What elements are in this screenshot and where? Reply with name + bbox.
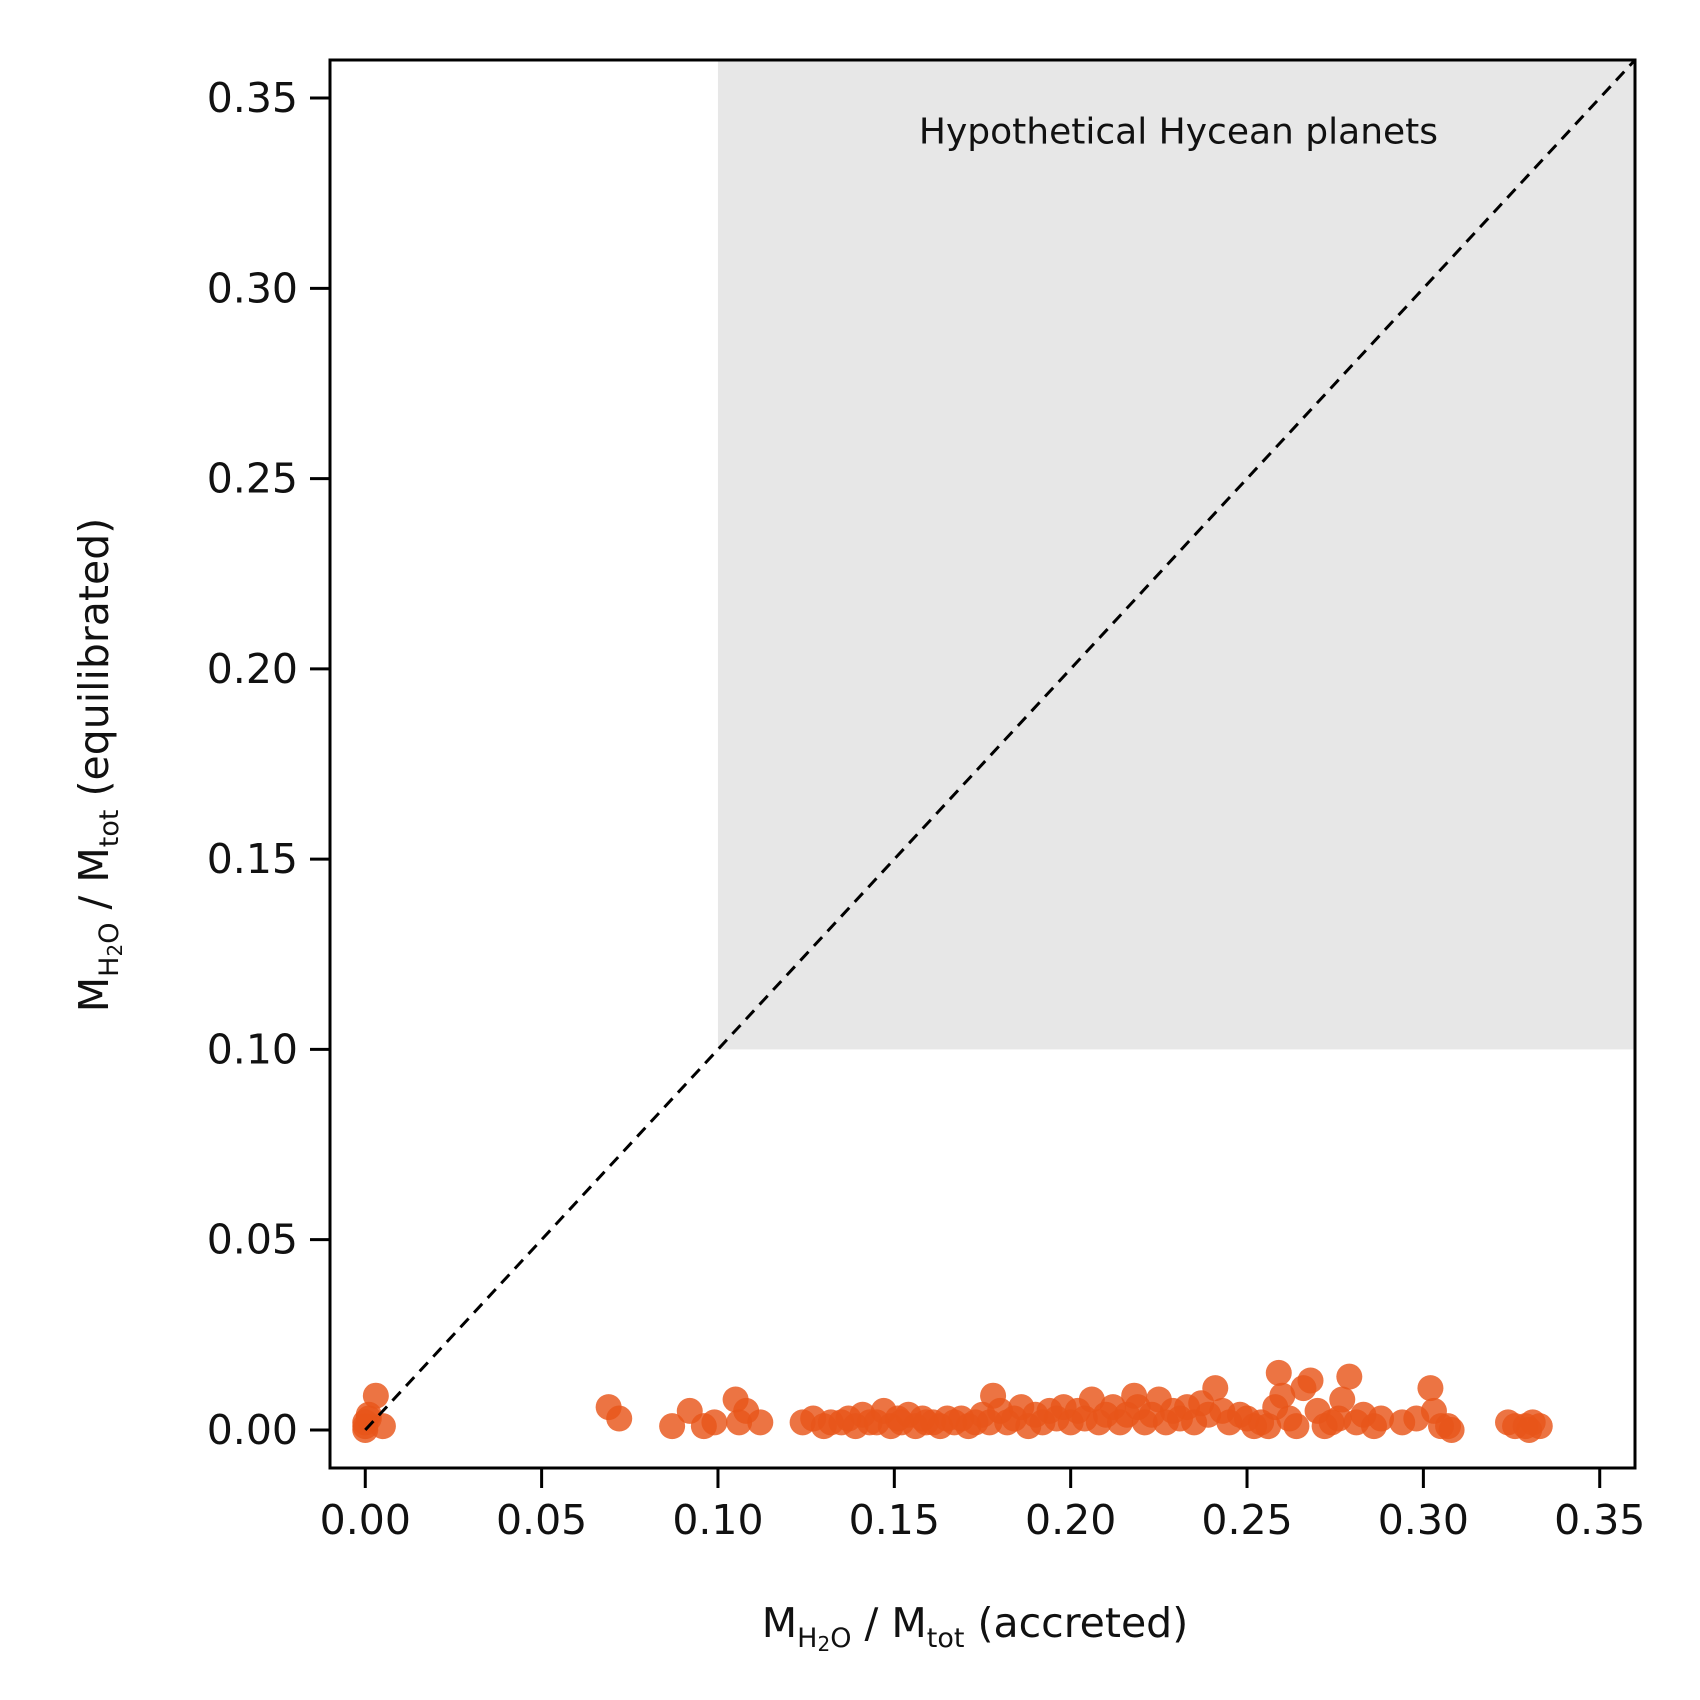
y-axis-label-sub3: O <box>94 923 125 944</box>
y-axis-label-sub2: 2 <box>103 944 127 957</box>
x-axis-label-sub4: tot <box>927 1623 965 1654</box>
y-axis-label-sub1: H <box>94 957 125 977</box>
x-tick-label: 0.10 <box>672 1496 763 1544</box>
data-point <box>1202 1375 1229 1402</box>
x-axis-label: MH2O / Mtot (accreted) <box>762 1599 1188 1656</box>
y-tick-label: 0.35 <box>207 74 298 122</box>
data-point <box>1516 1416 1543 1443</box>
x-tick-label: 0.05 <box>496 1496 587 1544</box>
y-tick-label: 0.20 <box>207 645 298 693</box>
y-axis-ticks: 0.00 0.05 0.10 0.15 0.20 0.25 0.30 0.35 <box>207 74 330 1454</box>
data-point <box>1368 1405 1395 1432</box>
x-axis-ticks: 0.00 0.05 0.10 0.15 0.20 0.25 0.30 0.35 <box>320 1468 1645 1544</box>
y-axis-label-mid: / M <box>70 847 118 922</box>
x-axis-label-mid: / M <box>851 1599 926 1647</box>
x-axis-label-main: M <box>762 1599 797 1647</box>
one-to-one-line <box>364 58 1637 1431</box>
y-axis-label-main: M <box>70 977 118 1012</box>
data-point <box>1438 1416 1465 1443</box>
data-point <box>606 1405 633 1432</box>
y-tick-label: 0.00 <box>207 1406 298 1454</box>
y-axis-label-sub4: tot <box>94 810 125 848</box>
data-point <box>659 1413 686 1440</box>
data-point <box>701 1409 728 1436</box>
x-axis-label-sub3: O <box>830 1623 851 1654</box>
x-tick-label: 0.35 <box>1554 1496 1645 1544</box>
data-point <box>1329 1386 1356 1413</box>
data-point <box>1297 1367 1324 1394</box>
x-tick-label: 0.25 <box>1201 1496 1292 1544</box>
x-axis-label-tail: (accreted) <box>964 1599 1188 1647</box>
data-point <box>1336 1363 1363 1390</box>
data-point <box>355 1405 382 1432</box>
x-tick-label: 0.30 <box>1378 1496 1469 1544</box>
plot-frame <box>328 58 1637 1470</box>
x-axis-label-sub1: H <box>797 1623 817 1654</box>
y-axis-label: MH2O / Mtot (equilibrated) <box>70 518 127 1012</box>
data-point <box>1269 1382 1296 1409</box>
x-tick-label: 0.00 <box>320 1496 411 1544</box>
data-point <box>1417 1375 1444 1402</box>
data-points <box>352 1359 1553 1443</box>
data-point <box>747 1409 774 1436</box>
y-tick-label: 0.25 <box>207 455 298 503</box>
y-tick-label: 0.05 <box>207 1216 298 1264</box>
data-point <box>362 1382 389 1409</box>
data-point <box>1265 1359 1292 1386</box>
data-point <box>1283 1413 1310 1440</box>
x-tick-label: 0.15 <box>849 1496 940 1544</box>
x-tick-label: 0.20 <box>1025 1496 1116 1544</box>
x-axis-label-sub2: 2 <box>817 1632 830 1656</box>
y-tick-label: 0.15 <box>207 835 298 883</box>
y-tick-label: 0.10 <box>207 1025 298 1073</box>
y-tick-label: 0.30 <box>207 264 298 312</box>
y-axis-label-tail: (equilibrated) <box>70 518 118 810</box>
region-label: Hypothetical Hycean planets <box>919 112 1438 153</box>
